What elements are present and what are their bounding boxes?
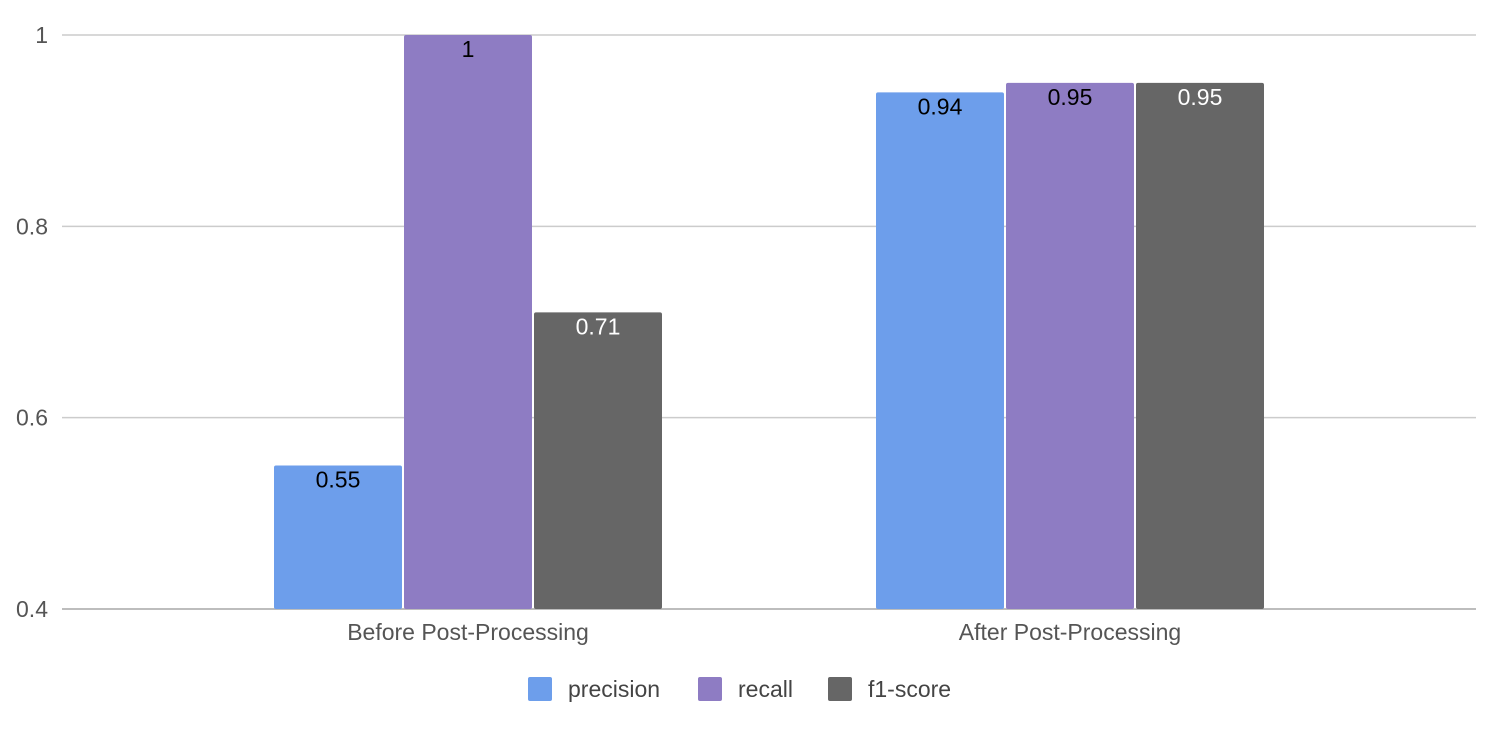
legend-label-f1-score: f1-score	[868, 676, 951, 702]
x-tick-label: Before Post-Processing	[347, 619, 589, 645]
data-label-f1-score-1: 0.95	[1178, 84, 1223, 110]
y-tick-label: 0.8	[16, 213, 48, 239]
bar-precision-0	[274, 465, 402, 609]
data-label-recall-0: 1	[462, 36, 475, 62]
legend-swatch-recall	[698, 677, 722, 701]
legend-label-recall: recall	[738, 676, 793, 702]
bar-recall-0	[404, 35, 532, 609]
y-tick-label: 1	[35, 22, 48, 48]
y-tick-label: 0.4	[16, 596, 48, 622]
bar-recall-1	[1006, 82, 1134, 610]
bar-precision-1	[876, 92, 1004, 609]
y-tick-label: 0.6	[16, 405, 48, 431]
legend-label-precision: precision	[568, 676, 660, 702]
legend: precision recall f1-score	[528, 676, 951, 702]
data-label-precision-0: 0.55	[316, 467, 361, 493]
bar-labels-layer: 0.55 1 0.71 0.94 0.95 0.95	[316, 36, 1223, 493]
x-axis-ticks: Before Post-Processing After Post-Process…	[347, 619, 1181, 645]
y-axis-ticks: 0.4 0.6 0.8 1	[16, 22, 48, 622]
bar-f1-score-0	[534, 312, 662, 609]
data-label-f1-score-0: 0.71	[576, 313, 621, 339]
x-tick-label: After Post-Processing	[959, 619, 1181, 645]
legend-swatch-precision	[528, 677, 552, 701]
data-label-precision-1: 0.94	[918, 93, 963, 119]
bars-layer	[274, 35, 1264, 610]
bar-f1-score-1	[1136, 82, 1264, 610]
legend-swatch-f1-score	[828, 677, 852, 701]
data-label-recall-1: 0.95	[1048, 84, 1093, 110]
